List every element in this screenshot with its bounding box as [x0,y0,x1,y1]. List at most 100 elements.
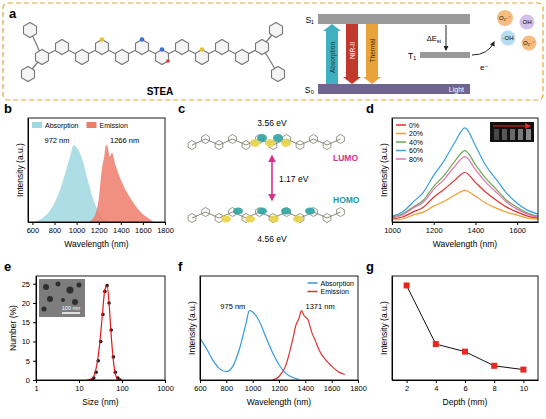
transition-arrow [343,24,361,84]
legend-swatch [86,122,96,128]
x-tick-mark [55,222,56,225]
plot-frame [392,276,538,380]
x-axis: 60080010001200140016001800 [194,380,367,393]
x-tick-label: 8 [493,384,497,393]
gap-sub: st [437,38,442,44]
orbital-lobe [281,208,291,215]
y-axis [200,277,201,381]
y-axis-line [28,119,29,223]
line [392,157,538,218]
tem-inset: 100 nm [39,279,85,317]
x-tick-mark [523,380,524,383]
orbital-label: LUMO [333,153,358,163]
x-axis-title: Wavelength (nm) [433,239,498,249]
x-tick: 600 [194,380,207,393]
line [392,151,538,217]
x-axis-line [393,222,539,223]
x-tick-mark [407,380,408,383]
panel-letter: e [4,259,11,274]
x-tick-mark [436,380,437,383]
x-tick-mark [434,222,435,225]
legend-swatch [308,291,318,293]
chart-panel: b60080010001200140016001800Wavelength (n… [4,101,174,249]
x-tick-mark [475,222,476,225]
ring [176,40,189,55]
legend-label: 0% [409,122,419,129]
x-axis: 60080010001200140016001800 [27,222,174,235]
line [392,190,538,220]
legend-item: Emission [86,122,128,129]
x-tick-mark [494,380,495,383]
x-tick: 1600 [509,222,526,235]
state-label: S₁ [305,15,314,25]
scale-bar [62,312,80,314]
plot-frame [36,276,165,380]
legend-label: Emission [321,288,350,295]
y-tick: 25 [22,280,36,289]
ros-label: ·OH [503,35,514,41]
y-tick-mark [33,361,36,362]
x-tick-label: 600 [194,384,207,393]
molecule-label: STEA [147,86,174,97]
chain [192,212,341,218]
atom [160,47,165,52]
legend-label: 60% [409,147,423,154]
legend-item: Absorption [308,280,355,288]
transition-label: NIR-II [349,42,356,59]
level-t1 [420,52,470,58]
point [520,367,526,373]
x-tick: 1200 [426,222,443,235]
x-tick-label: 1200 [271,384,288,393]
x-tick-mark [143,222,144,225]
x-tick-label: 1000 [157,384,174,393]
ring [188,141,196,150]
y-tick: 5 [26,357,36,366]
transition-label: Absorption [329,42,337,73]
x-tick: 8 [493,380,497,393]
x-tick-mark [121,222,122,225]
ring [36,50,49,65]
transition-arrow [363,24,381,84]
x-tick: 10 [520,380,528,393]
y-axis-line [392,277,393,381]
line [407,285,524,369]
y-axis-title: Intensity (a.u.) [15,143,25,197]
ring [56,40,69,55]
x-tick: 100 [116,380,129,393]
x-tick: 1400 [113,222,130,235]
vial [526,129,531,140]
line [272,311,344,380]
y-tick-label: 25 [22,280,30,289]
x-tick: 1000 [245,380,262,393]
x-tick-mark [165,380,166,383]
state-label: S₀ [305,85,315,95]
y-tick-mark [33,322,36,323]
atom [140,37,145,42]
legend-swatch [308,282,318,284]
y-tick-label: 5 [26,357,30,366]
orbital-lobe [281,139,291,147]
y-axis-title: Intensity (a.u.) [379,143,389,197]
peak-label: 1371 nm [306,302,335,311]
y-tick: 20 [22,299,36,308]
peak-label: 1266 nm [110,136,139,145]
gap-label: 1.17 eV [279,174,309,184]
ring [22,67,35,82]
atom [200,47,205,52]
x-tick-mark [517,222,518,225]
x-tick: 1800 [157,222,174,235]
atom [100,37,105,42]
x-tick: 1000 [157,380,174,393]
transition-label: Thermal [369,38,376,62]
x-tick-label: 1600 [509,226,526,235]
x-tick-mark [165,222,166,225]
marks [87,284,122,380]
point [462,349,468,355]
particle [77,283,82,288]
y-tick-mark [33,341,36,342]
point [433,341,439,347]
particle [56,282,61,287]
x-tick-mark [77,222,78,225]
panel-letter: a [9,6,17,21]
chart-panel: e11010010000510152025Size (nm)Number (%)… [4,259,174,407]
